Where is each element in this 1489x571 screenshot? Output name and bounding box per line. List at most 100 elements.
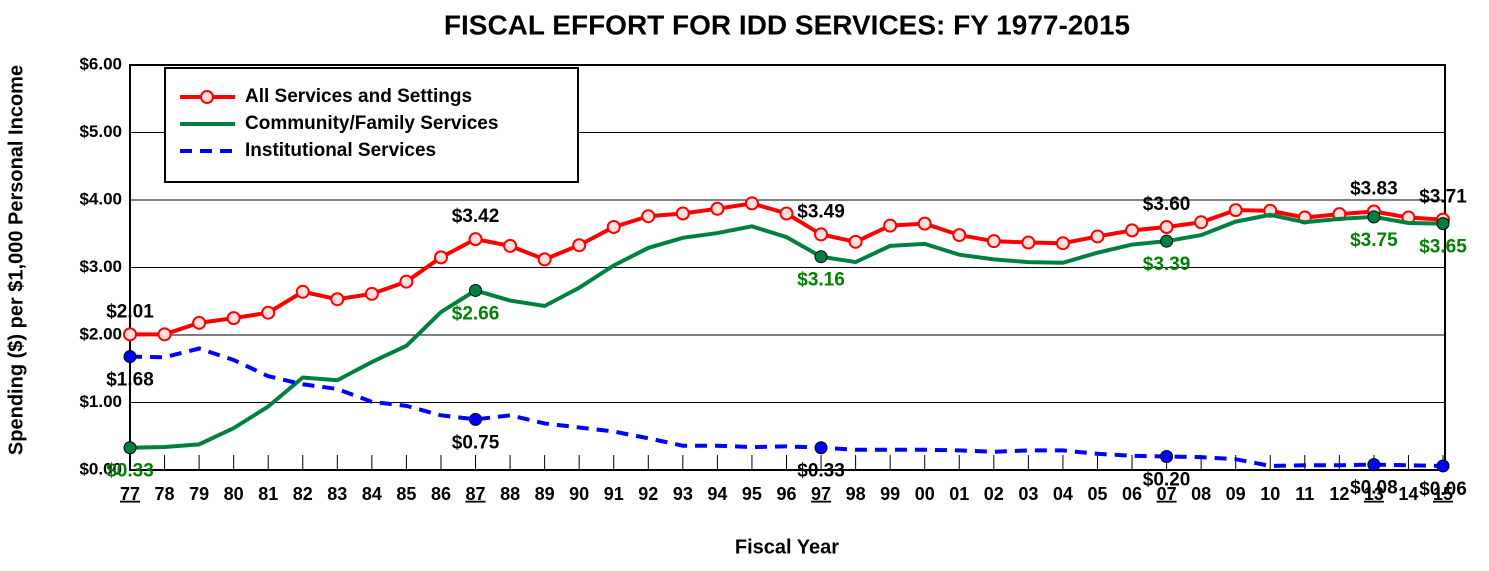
x-tick-label: 02 bbox=[984, 484, 1004, 504]
x-tick-label: 00 bbox=[915, 484, 935, 504]
x-tick-label: 82 bbox=[293, 484, 313, 504]
x-tick-label: 79 bbox=[189, 484, 209, 504]
data-point bbox=[123, 350, 137, 364]
data-point bbox=[814, 441, 828, 455]
x-tick-label: 14 bbox=[1398, 484, 1418, 504]
data-point bbox=[1436, 217, 1450, 231]
x-tick-label: 03 bbox=[1018, 484, 1038, 504]
chart-title: FISCAL EFFORT FOR IDD SERVICES: FY 1977-… bbox=[444, 9, 1130, 40]
data-point bbox=[710, 201, 725, 216]
data-label: $3.83 bbox=[1350, 178, 1398, 199]
y-tick-label: $2.00 bbox=[79, 324, 122, 343]
x-tick-label: 94 bbox=[707, 484, 727, 504]
data-point bbox=[1160, 234, 1174, 248]
x-tick-label: 07 bbox=[1157, 484, 1177, 504]
data-point bbox=[917, 216, 932, 231]
x-tick-label: 81 bbox=[258, 484, 278, 504]
data-point bbox=[883, 218, 898, 233]
data-point bbox=[1090, 229, 1105, 244]
data-point bbox=[986, 234, 1001, 249]
data-label: $3.39 bbox=[1143, 254, 1191, 275]
y-tick-label: $4.00 bbox=[79, 189, 122, 208]
data-point bbox=[468, 232, 483, 247]
data-label: $0.33 bbox=[106, 461, 154, 482]
x-tick-label: 90 bbox=[569, 484, 589, 504]
data-point bbox=[1367, 210, 1381, 224]
x-tick-label: 15 bbox=[1433, 484, 1453, 504]
data-label: $0.75 bbox=[452, 432, 500, 453]
series-line bbox=[129, 346, 1444, 468]
x-tick-label: 96 bbox=[776, 484, 796, 504]
legend-marker bbox=[200, 90, 214, 104]
x-tick-label: 85 bbox=[396, 484, 416, 504]
y-axis-label: Spending ($) per $1,000 Personal Income bbox=[5, 65, 27, 455]
x-tick-label: 01 bbox=[949, 484, 969, 504]
data-point bbox=[1367, 458, 1381, 472]
data-point bbox=[1055, 236, 1070, 251]
x-tick-label: 87 bbox=[466, 484, 486, 504]
x-tick-label: 95 bbox=[742, 484, 762, 504]
data-point bbox=[1159, 220, 1174, 234]
data-point bbox=[364, 286, 379, 301]
data-point bbox=[123, 327, 137, 342]
data-point bbox=[606, 220, 621, 234]
data-point bbox=[1125, 223, 1140, 238]
y-tick-label: $3.00 bbox=[79, 257, 122, 276]
data-label: $0.20 bbox=[1143, 470, 1191, 491]
x-tick-label: 97 bbox=[811, 484, 831, 504]
series-line bbox=[129, 212, 1444, 450]
x-tick-label: 99 bbox=[880, 484, 900, 504]
x-axis-label: Fiscal Year bbox=[735, 536, 839, 558]
x-tick-label: 05 bbox=[1087, 484, 1107, 504]
series-line bbox=[130, 201, 1444, 337]
x-tick-label: 93 bbox=[673, 484, 693, 504]
x-tick-label: 86 bbox=[431, 484, 451, 504]
data-label: $3.49 bbox=[797, 201, 845, 222]
x-tick-label: 04 bbox=[1053, 484, 1073, 504]
data-label: $3.65 bbox=[1419, 237, 1467, 258]
legend-label: Community/Family Services bbox=[245, 113, 498, 134]
data-label: $3.60 bbox=[1143, 194, 1191, 215]
data-label: $3.71 bbox=[1419, 187, 1467, 208]
data-point bbox=[503, 238, 518, 253]
data-point bbox=[952, 228, 967, 243]
x-tick-label: 89 bbox=[535, 484, 555, 504]
data-point bbox=[330, 292, 345, 307]
x-tick-label: 92 bbox=[638, 484, 658, 504]
x-tick-label: 80 bbox=[224, 484, 244, 504]
data-point bbox=[399, 274, 414, 289]
data-label: $3.75 bbox=[1350, 230, 1398, 251]
data-point bbox=[814, 227, 829, 242]
x-tick-label: 08 bbox=[1191, 484, 1211, 504]
x-tick-label: 77 bbox=[120, 484, 140, 504]
data-point bbox=[744, 196, 759, 211]
data-label: $0.08 bbox=[1350, 478, 1398, 499]
x-tick-label: 78 bbox=[155, 484, 175, 504]
x-tick-label: 10 bbox=[1260, 484, 1280, 504]
data-point bbox=[641, 209, 656, 224]
data-label: $3.42 bbox=[452, 206, 500, 227]
x-tick-label: 83 bbox=[327, 484, 347, 504]
y-tick-label: $0.00 bbox=[79, 459, 122, 478]
data-point bbox=[814, 250, 828, 264]
y-tick-label: $5.00 bbox=[79, 122, 122, 141]
x-tick-label: 06 bbox=[1122, 484, 1142, 504]
data-point bbox=[1160, 450, 1174, 463]
data-point bbox=[537, 252, 552, 267]
x-tick-label: 98 bbox=[846, 484, 866, 504]
x-tick-label: 11 bbox=[1295, 484, 1314, 504]
data-label: $2.66 bbox=[452, 303, 500, 324]
data-label: $0.33 bbox=[797, 461, 845, 482]
data-point bbox=[157, 327, 172, 342]
x-tick-label: 12 bbox=[1329, 484, 1349, 504]
data-point bbox=[469, 412, 483, 426]
data-point bbox=[1228, 203, 1243, 218]
data-point bbox=[675, 206, 690, 221]
x-tick-label: 88 bbox=[500, 484, 520, 504]
data-point bbox=[572, 238, 587, 253]
data-label: $1.68 bbox=[106, 370, 154, 391]
data-point bbox=[1436, 459, 1450, 473]
data-point bbox=[848, 234, 863, 249]
data-point bbox=[1194, 215, 1209, 230]
